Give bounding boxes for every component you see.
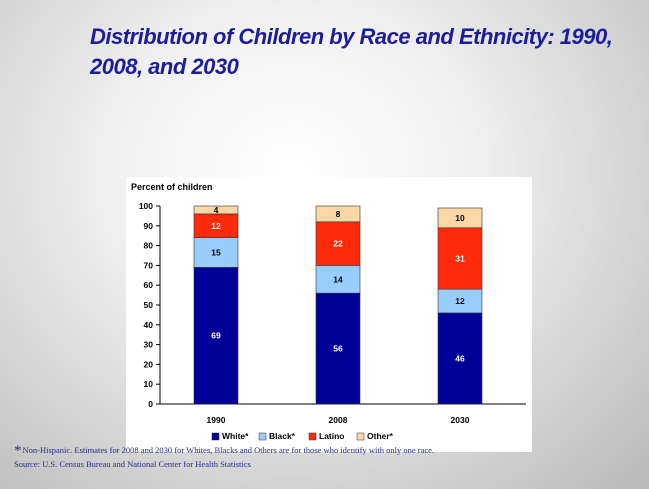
legend-label: Other* [367, 431, 394, 441]
legend-label: White* [222, 431, 249, 441]
stacked-bar-chart: Percent of children 01020304050607080901… [131, 182, 526, 441]
footnote: *Non-Hispanic. Estimates for 2008 and 20… [14, 444, 644, 471]
bar-segment [437, 227, 483, 290]
legend-swatch [211, 432, 220, 441]
data-label: 46 [455, 353, 465, 363]
y-tick-label: 90 [144, 221, 154, 231]
x-tick-label: 1990 [207, 415, 226, 425]
data-label: 69 [211, 331, 221, 341]
legend-swatch [258, 432, 267, 441]
data-label: 31 [455, 253, 465, 263]
y-tick-label: 0 [148, 399, 153, 409]
bar-segment [193, 237, 239, 268]
data-label: 56 [333, 344, 343, 354]
footnote-marker: * [14, 443, 22, 459]
y-tick-label: 80 [144, 241, 154, 251]
legend-label: Latino [319, 431, 345, 441]
legend-swatch [356, 432, 365, 441]
bar-segment [193, 205, 239, 215]
y-tick-label: 40 [144, 320, 154, 330]
data-label: 22 [333, 239, 343, 249]
data-label: 8 [336, 209, 341, 219]
y-tick-label: 50 [144, 300, 154, 310]
data-label: 14 [333, 274, 343, 284]
data-label: 12 [211, 221, 221, 231]
data-label: 10 [455, 213, 465, 223]
legend-label: Black* [269, 431, 296, 441]
data-label: 12 [455, 296, 465, 306]
bar-segment [437, 207, 483, 229]
y-tick-label: 60 [144, 280, 154, 290]
bar-segment [315, 292, 361, 405]
y-tick-label: 100 [139, 201, 153, 211]
y-tick-label: 20 [144, 359, 154, 369]
y-tick-label: 10 [144, 379, 154, 389]
y-tick-label: 30 [144, 340, 154, 350]
y-axis-label: Percent of children [131, 182, 213, 192]
chart-panel: Percent of children 0 10 20 30 40 50 60 70 80 90 1… [126, 177, 532, 452]
bar-segment [437, 312, 483, 405]
y-tick-label: 70 [144, 260, 154, 270]
data-label: 15 [211, 248, 221, 258]
bar-segment [315, 265, 361, 294]
x-tick-label: 2008 [329, 415, 348, 425]
bar-segment [315, 205, 361, 223]
bar-segment [193, 267, 239, 405]
footnote-note: Non-Hispanic. Estimates for 2008 and 203… [22, 445, 435, 455]
x-tick-label: 2030 [451, 415, 470, 425]
legend-swatch [308, 432, 317, 441]
footnote-source: Source: U.S. Census Bureau and National … [14, 459, 251, 469]
slide-title: Distribution of Children by Race and Eth… [90, 24, 613, 79]
data-label: 4 [214, 205, 219, 215]
